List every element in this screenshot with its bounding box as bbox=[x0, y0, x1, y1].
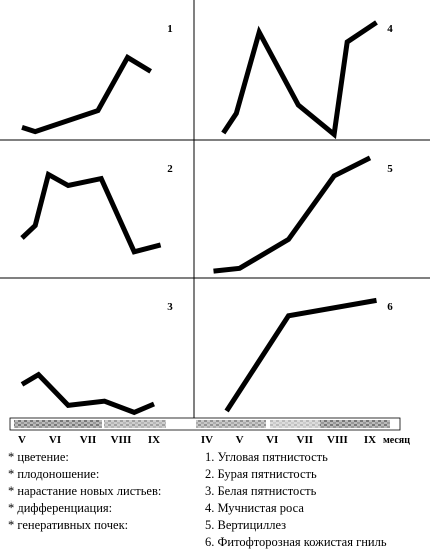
panel-label: 5 bbox=[387, 163, 393, 175]
x-tick-label: VII bbox=[297, 434, 314, 446]
legend-item: 3. Белая пятнистость bbox=[205, 484, 317, 498]
x-tick-label: VII bbox=[80, 434, 97, 446]
x-tick-label: VIII bbox=[327, 434, 348, 446]
phenology-band bbox=[9, 417, 401, 431]
x-tick-label: IX bbox=[364, 434, 376, 446]
data-line bbox=[224, 297, 377, 413]
legend-item: 2. Бурая пятнистость bbox=[205, 467, 317, 481]
legend-item: * генеративных почек: bbox=[8, 518, 128, 532]
data-line bbox=[221, 20, 378, 140]
data-line bbox=[213, 155, 372, 274]
x-tick-label: VI bbox=[49, 434, 61, 446]
x-tick-label: VIII bbox=[111, 434, 132, 446]
panel-label: 6 bbox=[387, 301, 393, 313]
legend-item: 1. Угловая пятнистость bbox=[205, 450, 328, 464]
x-tick-label: IX bbox=[148, 434, 160, 446]
legend-item: 6. Фитофторозная кожистая гниль bbox=[205, 535, 387, 549]
panel-label: 2 bbox=[167, 163, 173, 175]
data-line bbox=[21, 53, 152, 135]
x-tick-label: V bbox=[236, 434, 244, 446]
x-axis-unit: месяц bbox=[383, 435, 410, 446]
legend-item: * нарастание новых листьев: bbox=[8, 484, 161, 498]
legend-item: * плодоношение: bbox=[8, 467, 99, 481]
panel-label: 1 bbox=[167, 23, 173, 35]
panel-label: 3 bbox=[167, 301, 173, 313]
x-tick-label: IV bbox=[201, 434, 213, 446]
legend-item: 5. Вертициллез bbox=[205, 518, 286, 532]
x-tick-label: VI bbox=[266, 434, 278, 446]
legend-item: * дифференциация: bbox=[8, 501, 112, 515]
panel-label: 4 bbox=[387, 23, 393, 35]
data-line bbox=[20, 170, 162, 255]
data-line bbox=[20, 371, 155, 416]
x-tick-label: V bbox=[18, 434, 26, 446]
legend-item: 4. Мучнистая роса bbox=[205, 501, 304, 515]
legend-item: * цветение: bbox=[8, 450, 69, 464]
